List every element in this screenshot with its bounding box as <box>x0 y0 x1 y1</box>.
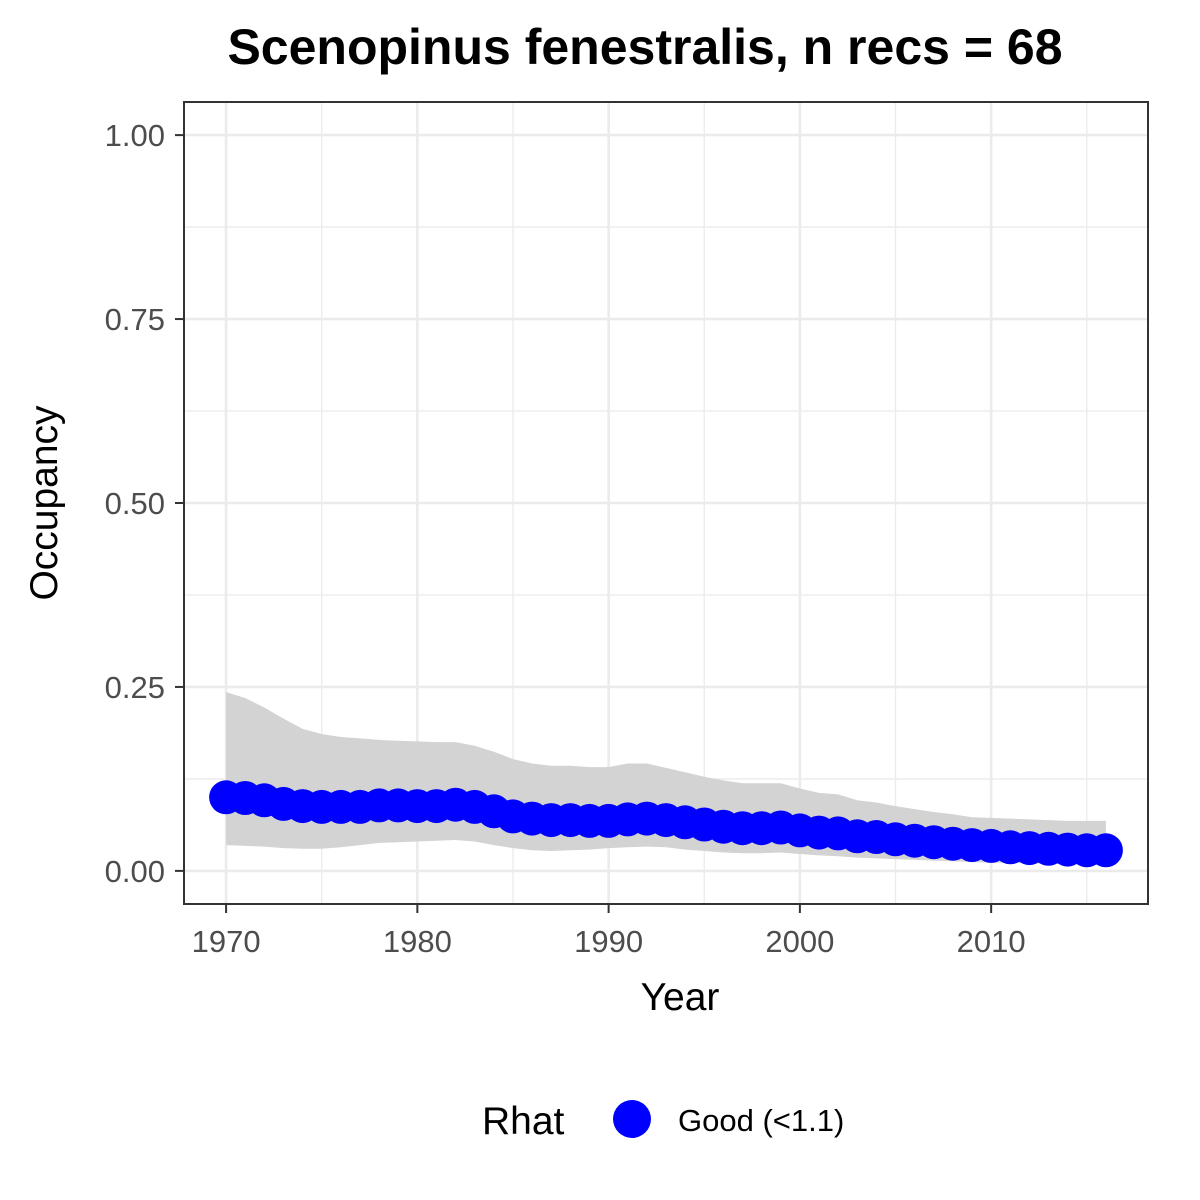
legend-title: Rhat <box>482 1100 565 1143</box>
major-grid <box>184 102 1148 904</box>
x-tick-label: 2010 <box>957 924 1026 959</box>
confidence-ribbon <box>226 692 1106 865</box>
y-axis: 0.00 0.25 0.50 0.75 1.00 <box>105 118 184 889</box>
y-tick-label: 0.75 <box>105 302 165 337</box>
data-points <box>209 780 1123 868</box>
y-axis-title: Occupancy <box>23 405 66 601</box>
x-axis-title: Year <box>641 976 720 1019</box>
x-tick-label: 1990 <box>574 924 643 959</box>
y-tick-label: 0.50 <box>105 486 165 521</box>
x-axis: 1970 1980 1990 2000 2010 <box>192 904 1026 959</box>
chart-title: Scenopinus fenestralis, n recs = 68 <box>227 19 1062 75</box>
x-tick-label: 1970 <box>192 924 261 959</box>
legend-label: Good (<1.1) <box>678 1103 844 1138</box>
y-tick-label: 1.00 <box>105 118 165 153</box>
legend-key-point <box>613 1100 651 1138</box>
y-tick-label: 0.25 <box>105 670 165 705</box>
legend: Rhat Good (<1.1) <box>482 1100 844 1143</box>
x-tick-label: 1980 <box>383 924 452 959</box>
y-tick-label: 0.00 <box>105 854 165 889</box>
x-tick-label: 2000 <box>765 924 834 959</box>
data-point <box>1088 833 1123 868</box>
